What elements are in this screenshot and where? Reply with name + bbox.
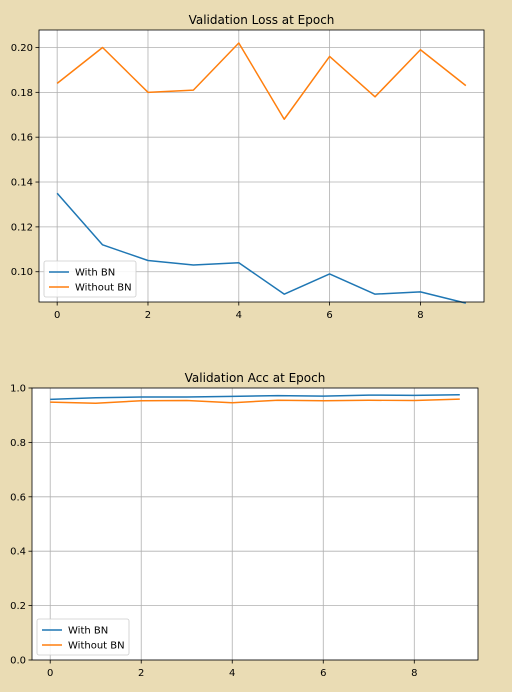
series-line-with-bn [56, 192, 467, 304]
y-tick-label: 0.10 [11, 267, 33, 278]
series-line-with-bn [50, 394, 460, 401]
x-tick-label: 6 [326, 310, 332, 321]
y-tick-label: 1.0 [10, 384, 26, 395]
plot-area [39, 30, 484, 302]
legend: With BN Without BN [43, 260, 137, 298]
legend-label: With BN [75, 268, 115, 279]
y-tick-label: 0.2 [10, 601, 26, 612]
legend-box [43, 260, 137, 298]
y-tick-label: 0.4 [10, 547, 26, 558]
y-tick-label: 0.16 [11, 133, 33, 144]
series-line-without-bn [56, 42, 467, 120]
x-tick-label: 4 [229, 668, 235, 679]
validation-acc-chart: 0 2 4 6 8 0.0 0.2 0.4 0.6 0.8 1.0 Validation Acc at… [10, 371, 479, 679]
y-tick-label: 0.8 [10, 438, 26, 449]
y-tick-label: 0.20 [11, 43, 33, 54]
chart-title: Validation Loss at Epoch [189, 13, 335, 27]
chart-title: Validation Acc at Epoch [185, 371, 326, 385]
y-tick-label: 0.6 [10, 492, 26, 503]
series-line-without-bn [50, 398, 460, 404]
x-tick-label: 6 [320, 668, 326, 679]
axes-frame [31, 387, 479, 661]
legend-label: With BN [68, 626, 108, 637]
x-tick-label: 0 [54, 310, 60, 321]
y-tick-label: 0.12 [11, 222, 33, 233]
validation-loss-chart: 0 2 4 6 8 0.10 0.12 0.14 0.16 0.18 0.20 Validation … [11, 13, 485, 321]
x-tick-label: 4 [236, 310, 242, 321]
legend-label: Without BN [68, 641, 125, 652]
x-tick-label: 0 [47, 668, 53, 679]
legend: With BN Without BN [36, 618, 130, 656]
axes-frame [38, 29, 485, 303]
x-tick-label: 8 [417, 310, 423, 321]
legend-box [36, 618, 130, 656]
x-tick-label: 8 [411, 668, 417, 679]
y-tick-label: 0.14 [11, 178, 33, 189]
y-tick-label: 0.0 [10, 656, 26, 667]
x-tick-label: 2 [145, 310, 151, 321]
x-tick-label: 2 [138, 668, 144, 679]
y-tick-label: 0.18 [11, 88, 33, 99]
legend-label: Without BN [75, 283, 132, 294]
plot-area [32, 388, 478, 660]
